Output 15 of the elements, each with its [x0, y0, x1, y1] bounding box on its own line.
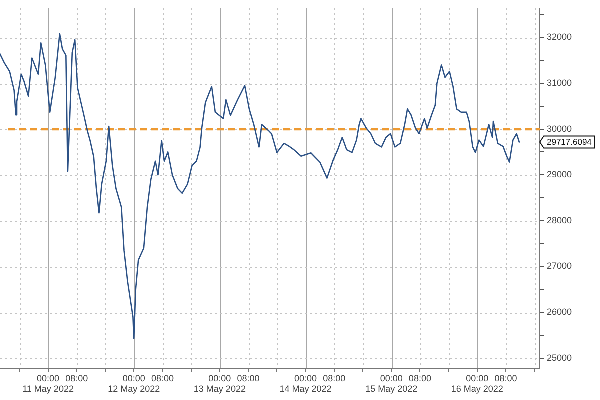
y-tick-label: 28000 — [547, 215, 572, 226]
x-tick-label: 08:00 — [237, 373, 260, 384]
y-tick-label: 30000 — [547, 124, 572, 134]
text: 29717.6094 — [547, 137, 592, 148]
y-tick-label: 32000 — [547, 32, 572, 42]
x-tick-label: 08:00 — [494, 373, 518, 384]
x-tick-label: 08:00 — [66, 373, 88, 384]
x-tick-label: 08:00 — [151, 373, 174, 384]
y-tick-label: 31000 — [547, 78, 572, 88]
x-tick-label: 08:00 — [323, 373, 346, 384]
y-tick-label: 25000 — [547, 352, 572, 363]
x-tick-label: 08:00 — [408, 373, 432, 384]
y-tick-label: 26000 — [547, 307, 572, 318]
y-tick-label: 27000 — [547, 261, 572, 272]
y-tick-label: 29000 — [547, 170, 572, 180]
